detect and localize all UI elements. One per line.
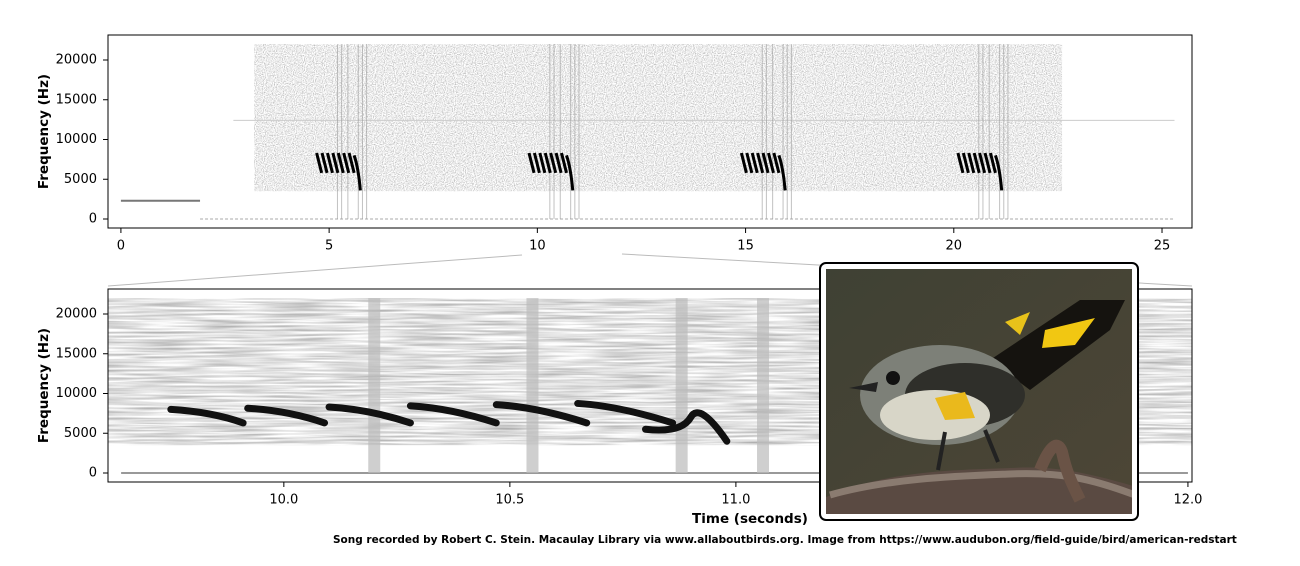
note <box>761 152 770 174</box>
note <box>325 403 414 427</box>
note <box>978 152 987 174</box>
note <box>745 152 754 174</box>
x-tick-label: 15 <box>737 239 754 254</box>
note <box>988 152 997 174</box>
click <box>675 298 688 474</box>
note <box>565 154 575 191</box>
note <box>326 152 334 174</box>
y-tick-label: 5000 <box>64 426 97 441</box>
y-axis-label: Frequency (Hz) <box>36 74 52 189</box>
note <box>244 404 329 427</box>
note <box>961 152 970 174</box>
note <box>543 152 552 174</box>
note <box>336 152 345 174</box>
x-tick-label: 12.0 <box>1173 493 1202 508</box>
note <box>315 152 324 174</box>
y-tick-label: 0 <box>89 466 97 481</box>
bird-photo <box>819 262 1139 521</box>
x-tick-label: 0 <box>117 239 125 254</box>
x-tick-label: 10.5 <box>495 493 524 508</box>
note <box>527 152 536 174</box>
note <box>320 152 329 174</box>
y-tick-label: 20000 <box>56 53 97 68</box>
note <box>342 152 351 174</box>
note <box>554 152 563 174</box>
plot-frame <box>107 34 1193 229</box>
x-tick-label: 20 <box>946 239 963 254</box>
note <box>956 152 965 174</box>
noise-band <box>254 44 1063 192</box>
y-axis-label: Frequency (Hz) <box>36 328 52 443</box>
x-tick-label: 5 <box>325 239 333 254</box>
spectrogram <box>120 44 1175 220</box>
note <box>331 152 340 174</box>
note <box>492 401 591 427</box>
note <box>549 152 558 174</box>
note <box>574 399 677 427</box>
x-tick-label: 10.0 <box>269 493 298 508</box>
y-tick-label: 5000 <box>64 172 97 187</box>
note <box>167 405 247 427</box>
note <box>532 152 541 174</box>
plot-frame <box>107 288 1193 483</box>
note <box>641 409 731 445</box>
note <box>772 152 781 174</box>
y-tick-label: 15000 <box>56 92 97 107</box>
caption: Song recorded by Robert C. Stein. Macaul… <box>333 534 1237 546</box>
y-tick-label: 10000 <box>56 132 97 147</box>
note <box>972 152 981 174</box>
note <box>756 152 765 174</box>
x-tick-label: 11.0 <box>721 493 750 508</box>
note <box>739 152 748 174</box>
click <box>526 298 539 474</box>
y-tick-label: 20000 <box>56 307 97 322</box>
note <box>967 152 976 174</box>
x-tick-label: 10 <box>529 239 546 254</box>
note <box>352 154 362 191</box>
note <box>994 154 1004 191</box>
click <box>368 298 381 474</box>
y-tick-label: 0 <box>89 212 97 227</box>
y-tick-label: 10000 <box>56 386 97 401</box>
note <box>767 152 775 174</box>
note <box>347 152 356 174</box>
x-axis-label: Time (seconds) <box>692 511 808 527</box>
note <box>560 152 568 174</box>
note <box>750 152 759 174</box>
note <box>777 154 787 191</box>
note <box>538 152 547 174</box>
click <box>757 298 770 474</box>
y-tick-label: 15000 <box>56 346 97 361</box>
note <box>406 402 500 427</box>
x-tick-label: 25 <box>1154 239 1171 254</box>
note <box>983 152 992 174</box>
